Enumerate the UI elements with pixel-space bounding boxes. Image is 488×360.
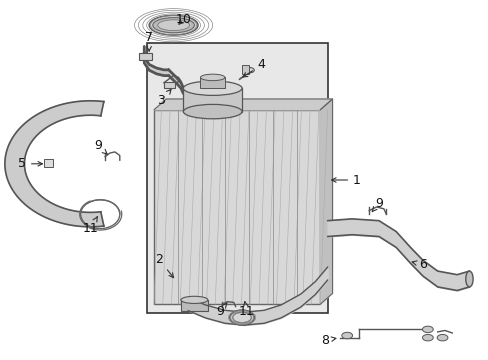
Ellipse shape xyxy=(244,68,254,73)
Text: 4: 4 xyxy=(243,58,265,77)
Text: 5: 5 xyxy=(18,157,42,170)
Polygon shape xyxy=(5,101,103,227)
Bar xyxy=(146,43,327,313)
Ellipse shape xyxy=(183,104,242,119)
Ellipse shape xyxy=(149,15,198,35)
Ellipse shape xyxy=(200,74,224,81)
Bar xyxy=(44,159,53,167)
Text: 11: 11 xyxy=(239,302,254,318)
Polygon shape xyxy=(154,99,332,110)
Ellipse shape xyxy=(152,18,194,33)
Ellipse shape xyxy=(183,81,242,95)
Bar xyxy=(163,82,174,88)
Bar xyxy=(242,65,249,74)
Text: 11: 11 xyxy=(82,217,98,235)
Text: 9: 9 xyxy=(94,139,107,154)
Ellipse shape xyxy=(181,296,207,303)
Ellipse shape xyxy=(465,271,472,287)
Ellipse shape xyxy=(232,312,251,323)
Ellipse shape xyxy=(229,310,254,325)
Text: 9: 9 xyxy=(371,197,382,212)
Bar xyxy=(139,53,151,60)
Ellipse shape xyxy=(422,334,432,341)
Bar xyxy=(181,300,207,311)
Ellipse shape xyxy=(436,334,447,341)
Bar xyxy=(183,88,242,112)
Ellipse shape xyxy=(341,332,352,339)
Text: 1: 1 xyxy=(331,174,360,186)
Text: 6: 6 xyxy=(411,258,426,271)
Ellipse shape xyxy=(157,20,189,31)
Text: 9: 9 xyxy=(216,303,226,318)
Text: 3: 3 xyxy=(157,90,171,107)
Polygon shape xyxy=(320,99,332,304)
Text: 8: 8 xyxy=(321,334,335,347)
Text: 2: 2 xyxy=(155,253,173,278)
Text: 10: 10 xyxy=(175,13,191,26)
Bar xyxy=(200,77,224,88)
Bar xyxy=(154,110,320,304)
Ellipse shape xyxy=(422,326,432,333)
Text: 7: 7 xyxy=(145,31,153,51)
